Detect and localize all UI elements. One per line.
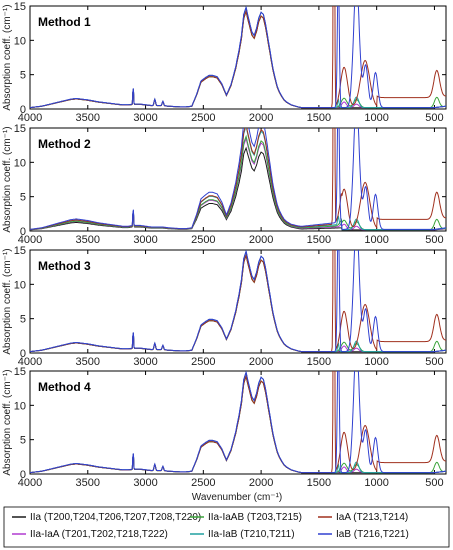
y-axis-label: Absorption coeff. (cm⁻¹)	[2, 4, 13, 110]
y-axis-label: Absorption coeff. (cm⁻¹)	[2, 126, 13, 232]
plot-frame	[29, 249, 447, 354]
y-tick-label: 0	[20, 348, 26, 360]
x-tick-label: 3000	[133, 234, 157, 246]
x-tick-label: 2500	[191, 356, 215, 368]
y-tick-label: 5	[20, 314, 26, 326]
y-tick-label: 0	[20, 104, 26, 116]
x-tick-label: 2000	[249, 356, 273, 368]
x-tick-label: 1000	[364, 112, 388, 124]
series-line	[30, 128, 446, 230]
legend-box	[3, 506, 450, 548]
x-tick-label: 500	[425, 477, 443, 489]
series-line	[30, 128, 446, 230]
x-tick-label: 500	[425, 234, 443, 246]
legend-label: IIa-IaB (T210,T211)	[208, 529, 295, 540]
x-tick-label: 500	[425, 112, 443, 124]
series-group	[30, 6, 446, 109]
x-axis-label: Wavenumber (cm⁻¹)	[192, 492, 282, 503]
panel-title: Method 1	[38, 15, 91, 29]
panel-2: 0 5 10 15 4000 3500 3000 2500 2000 1500 1000 500 Abs…	[2, 123, 447, 246]
y-tick-label: 5	[20, 192, 26, 204]
panel-title: Method 4	[38, 380, 91, 394]
x-tick-label: 2000	[249, 477, 273, 489]
x-tick-label: 3000	[133, 477, 157, 489]
x-tick-label: 2500	[191, 234, 215, 246]
x-tick-label: 1000	[364, 356, 388, 368]
x-tick-label: 1000	[364, 477, 388, 489]
series-group	[30, 250, 446, 353]
x-tick-label: 1500	[307, 477, 331, 489]
x-tick-label: 1500	[307, 112, 331, 124]
x-tick-label: 4000	[18, 356, 42, 368]
y-tick-label: 15	[14, 245, 26, 257]
panel-title: Method 3	[38, 259, 91, 273]
x-tick-label: 4000	[18, 477, 42, 489]
x-tick-label: 2000	[249, 112, 273, 124]
x-tick-label: 4000	[18, 234, 42, 246]
x-tick-label: 3500	[76, 112, 100, 124]
plot-frame	[29, 5, 447, 110]
y-axis-label: Absorption coeff. (cm⁻¹)	[2, 248, 13, 354]
legend-label: IIa-IaA (T201,T202,T218,T222)	[30, 529, 168, 540]
x-tick-label: 3500	[76, 234, 100, 246]
y-axis-label: Absorption coeff. (cm⁻¹)	[2, 369, 13, 475]
y-tick-label: 0	[20, 226, 26, 238]
series-group	[30, 371, 446, 474]
panel-1: 0 5 10 15 4000 3500 3000 2500 2000 1500 1000 500 Abs…	[2, 1, 447, 124]
legend-label: IIa-IaAB (T203,T215)	[208, 512, 302, 523]
plot-frame	[29, 370, 447, 475]
series-line	[30, 6, 446, 109]
series-line	[30, 146, 446, 231]
y-tick-label: 0	[20, 469, 26, 481]
x-tick-label: 3500	[76, 356, 100, 368]
y-tick-label: 5	[20, 435, 26, 447]
y-tick-label: 10	[14, 157, 26, 169]
x-tick-label: 2000	[249, 234, 273, 246]
panel-4: 0 5 10 15 4000 3500 3000 2500 2000 1500 1000 500 Abs…	[2, 366, 447, 489]
series-line	[30, 128, 446, 231]
y-tick-label: 10	[14, 279, 26, 291]
legend: IIa (T200,T204,T206,T207,T208,T220) IIa-I…	[3, 506, 450, 548]
y-tick-label: 10	[14, 35, 26, 47]
x-tick-label: 1500	[307, 356, 331, 368]
plot-frame	[29, 127, 447, 232]
series-line	[30, 371, 446, 474]
legend-label: IaA (T213,T214)	[336, 512, 408, 523]
x-tick-label: 4000	[18, 112, 42, 124]
x-tick-label: 3000	[133, 112, 157, 124]
x-tick-label: 2500	[191, 477, 215, 489]
x-tick-label: 3500	[76, 477, 100, 489]
x-tick-label: 3000	[133, 356, 157, 368]
series-line	[30, 371, 446, 474]
y-tick-label: 10	[14, 400, 26, 412]
series-group	[30, 128, 446, 231]
series-line	[30, 134, 446, 231]
y-tick-label: 15	[14, 123, 26, 135]
y-tick-label: 15	[14, 1, 26, 13]
x-tick-label: 1500	[307, 234, 331, 246]
y-tick-label: 15	[14, 366, 26, 378]
series-line	[30, 136, 446, 231]
legend-label: IIa (T200,T204,T206,T207,T208,T220)	[30, 512, 201, 523]
panel-title: Method 2	[38, 137, 91, 151]
y-tick-label: 5	[20, 70, 26, 82]
x-tick-label: 1000	[364, 234, 388, 246]
x-tick-label: 2500	[191, 112, 215, 124]
x-tick-label: 500	[425, 356, 443, 368]
legend-label: IaB (T216,T221)	[336, 529, 409, 540]
panel-3: 0 5 10 15 4000 3500 3000 2500 2000 1500 1000 500 Abs…	[2, 245, 447, 368]
series-line	[30, 250, 446, 353]
